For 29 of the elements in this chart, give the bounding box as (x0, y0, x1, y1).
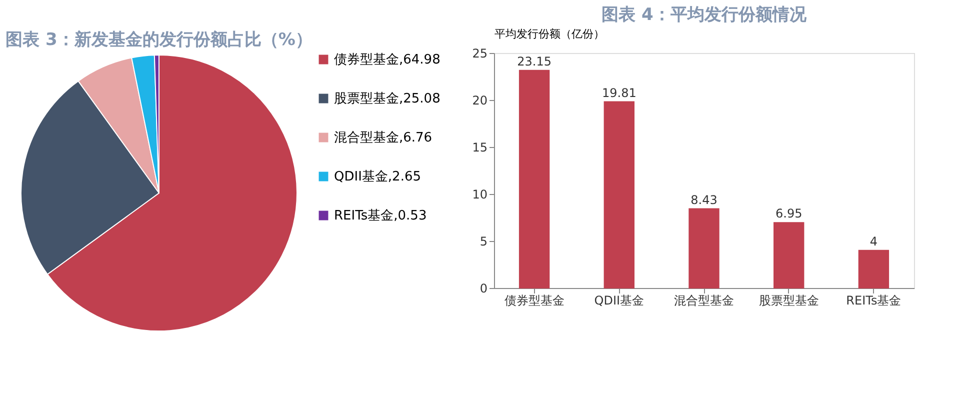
legend-label: 股票型基金,25.08 (334, 92, 440, 106)
legend-label: 债券型基金,64.98 (334, 52, 440, 68)
data-label: 4 (870, 234, 878, 248)
bar (858, 250, 890, 288)
x-tick-label: REITs基金 (846, 294, 902, 308)
data-label: 6.95 (775, 206, 802, 221)
x-tick-label: 债券型基金 (504, 294, 564, 308)
bar (518, 70, 550, 288)
legend-label: REITs基金,0.53 (334, 208, 427, 224)
y-tick-label: 5 (480, 234, 488, 248)
y-tick-label: 0 (480, 282, 488, 296)
y-tick-label: 20 (472, 94, 488, 108)
chart-title: 图表 3：新发基金的发行份额占比（%） (6, 30, 312, 50)
data-label: 19.81 (602, 86, 636, 100)
x-tick-label: QDII基金 (594, 294, 644, 308)
y-tick-label: 15 (472, 140, 488, 154)
y-tick-label: 10 (472, 188, 488, 202)
y-axis-title: 平均发行份额（亿份） (494, 28, 604, 40)
data-label: 8.43 (690, 192, 718, 207)
bar (604, 101, 634, 288)
chart-title: 图表 4：平均发行份额情况 (602, 5, 808, 25)
bar (688, 208, 720, 288)
legend-label: QDII基金,2.65 (334, 170, 421, 184)
bar (774, 222, 804, 288)
legend-label: 混合型基金,6.76 (334, 130, 432, 146)
y-tick-label: 25 (472, 46, 488, 60)
x-tick-label: 混合型基金 (674, 294, 734, 308)
x-tick-label: 股票型基金 (758, 294, 819, 308)
data-label: 23.15 (517, 54, 552, 68)
